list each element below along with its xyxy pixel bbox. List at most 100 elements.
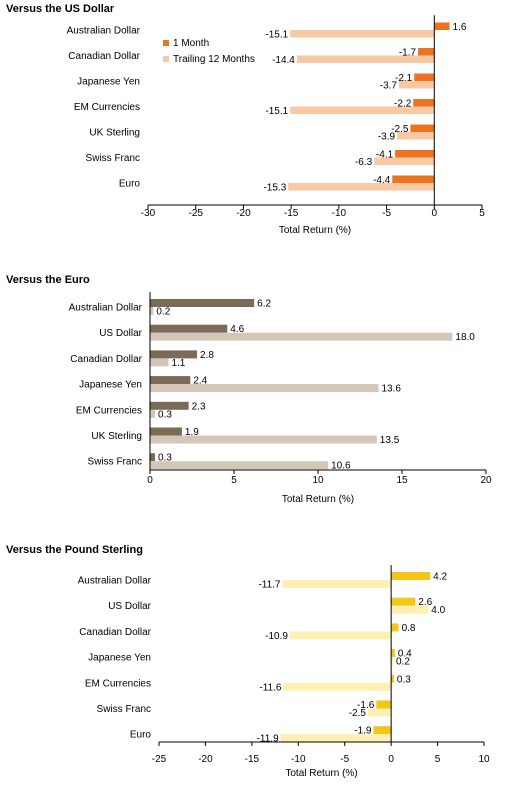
data-label: 4.6 <box>230 324 244 335</box>
bar-series-1 <box>410 124 435 132</box>
x-tick-label: 5 <box>435 754 441 765</box>
bar-series-2 <box>150 332 453 341</box>
x-tick-label: 10 <box>478 754 490 765</box>
data-label: -1.9 <box>354 726 372 737</box>
data-label: 1.1 <box>171 358 185 369</box>
bar-series-2 <box>280 734 392 743</box>
data-label: 0.2 <box>156 307 170 318</box>
chart-versus-gbp: Versus the Pound Sterling Australian Doll… <box>6 544 490 779</box>
x-tick-label: 5 <box>231 475 237 486</box>
category-label: Swiss Franc <box>88 457 142 468</box>
data-label: -15.3 <box>263 182 286 193</box>
chart-versus-eur: Versus the Euro Australian Dollar 6.2 0.2 US… <box>6 274 492 505</box>
category-label: EM Currencies <box>76 405 142 416</box>
data-label: 0.3 <box>158 409 172 420</box>
x-axis-title: Total Return (%) <box>285 768 357 779</box>
chart-versus-usd: Versus the US Dollar Australian Dollar 1.6… <box>6 3 485 236</box>
data-label: 2.6 <box>418 597 432 608</box>
category-label: UK Sterling <box>91 431 142 442</box>
data-label: 0.8 <box>402 623 416 634</box>
legend-label: Trailing 12 Months <box>173 54 255 65</box>
bar-series-2 <box>150 435 377 444</box>
category-label: Japanese Yen <box>77 77 140 88</box>
bar-series-1 <box>150 401 189 410</box>
category-label: Euro <box>119 179 141 190</box>
data-label: 18.0 <box>455 332 475 343</box>
bar-series-1 <box>418 48 435 56</box>
x-tick-label: -15 <box>284 208 299 219</box>
bar-series-2 <box>150 358 169 367</box>
category-label: Euro <box>130 730 152 741</box>
category-label: EM Currencies <box>85 678 151 689</box>
data-label: 13.5 <box>380 435 400 446</box>
x-axis-title: Total Return (%) <box>282 494 354 505</box>
bar-series-2 <box>290 106 435 114</box>
bar-series-2 <box>150 409 156 418</box>
bar-series-1 <box>434 22 450 30</box>
x-tick-label: -20 <box>236 208 251 219</box>
data-label: 6.2 <box>257 299 271 310</box>
chart-title: Versus the Pound Sterling <box>6 544 143 556</box>
bar-series-1 <box>150 453 156 462</box>
bar-series-2 <box>150 461 329 470</box>
data-label: -3.7 <box>380 80 398 91</box>
bar-series-1 <box>150 324 228 333</box>
bar-series-1 <box>392 175 435 183</box>
data-label: -3.9 <box>378 131 396 142</box>
data-label: -2.1 <box>395 73 413 84</box>
bar-series-2 <box>289 631 392 640</box>
x-tick-label: 20 <box>480 475 492 486</box>
data-label: 2.8 <box>200 350 214 361</box>
x-tick-label: 10 <box>312 475 324 486</box>
data-label: 0.3 <box>397 674 411 685</box>
x-tick-label: 5 <box>479 208 485 219</box>
category-label: US Dollar <box>108 601 151 612</box>
bar-series-1 <box>150 299 255 307</box>
bar-series-1 <box>373 726 392 735</box>
bar-series-1 <box>414 73 435 81</box>
x-tick-label: -5 <box>340 754 349 765</box>
bar-series-1 <box>395 150 435 158</box>
legend-label: 1 Month <box>173 38 209 49</box>
data-label: 10.6 <box>331 461 351 472</box>
x-axis-title: Total Return (%) <box>279 225 351 236</box>
x-tick-label: -25 <box>152 754 167 765</box>
bar-series-2 <box>150 384 379 393</box>
category-label: Japanese Yen <box>79 380 142 391</box>
data-label: -4.1 <box>376 149 394 160</box>
bar-series-2 <box>397 132 435 140</box>
bar-series-2 <box>391 657 393 666</box>
data-label: -2.2 <box>394 98 412 109</box>
bar-series-1 <box>391 623 399 632</box>
chart-title: Versus the Euro <box>6 274 90 286</box>
category-label: Australian Dollar <box>69 303 143 314</box>
data-label: -15.1 <box>265 106 288 117</box>
data-label: -14.4 <box>272 55 295 66</box>
bar-series-2 <box>374 157 435 165</box>
data-label: -1.6 <box>357 700 375 711</box>
x-tick-label: 15 <box>396 475 408 486</box>
x-tick-label: 0 <box>388 754 394 765</box>
bar-series-2 <box>283 682 392 691</box>
x-tick-label: -10 <box>332 208 347 219</box>
legend-swatch <box>163 56 169 62</box>
data-label: -2.5 <box>391 124 409 135</box>
category-label: Swiss Franc <box>86 153 140 164</box>
category-label: Australian Dollar <box>78 576 152 587</box>
data-label: 0.4 <box>398 649 412 660</box>
bar-series-1 <box>391 649 395 658</box>
bar-series-2 <box>150 307 154 315</box>
category-label: US Dollar <box>99 328 142 339</box>
bar-series-1 <box>150 427 182 436</box>
category-label: Japanese Yen <box>88 653 151 664</box>
data-label: -11.6 <box>259 682 281 693</box>
data-label: 4.0 <box>431 605 445 616</box>
x-tick-label: 0 <box>147 475 153 486</box>
category-label: Canadian Dollar <box>68 51 140 62</box>
data-label: -6.3 <box>355 157 373 168</box>
bar-series-1 <box>391 597 416 606</box>
bar-series-1 <box>150 350 198 359</box>
x-tick-label: -20 <box>198 754 213 765</box>
x-tick-label: -5 <box>382 208 391 219</box>
